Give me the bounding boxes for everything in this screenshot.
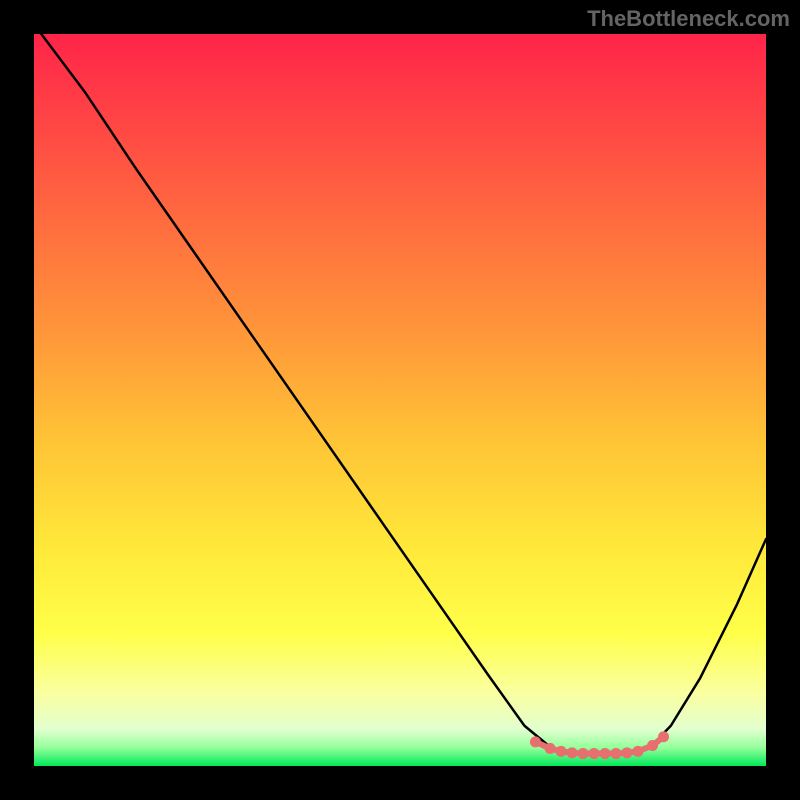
optimal-zone-marker (610, 748, 621, 759)
optimal-zone-marker (658, 731, 669, 742)
plot-svg (34, 34, 766, 766)
optimal-zone-marker (588, 748, 599, 759)
optimal-zone-marker (647, 740, 658, 751)
optimal-zone-marker (530, 736, 541, 747)
optimal-zone-marker (567, 747, 578, 758)
optimal-zone-marker (632, 746, 643, 757)
gradient-background (34, 34, 766, 766)
optimal-zone-marker (545, 743, 556, 754)
watermark-text: TheBottleneck.com (587, 6, 790, 32)
optimal-zone-marker (621, 747, 632, 758)
optimal-zone-marker (556, 746, 567, 757)
chart-container: TheBottleneck.com (0, 0, 800, 800)
plot-area (34, 34, 766, 766)
optimal-zone-marker (599, 748, 610, 759)
optimal-zone-marker (578, 748, 589, 759)
